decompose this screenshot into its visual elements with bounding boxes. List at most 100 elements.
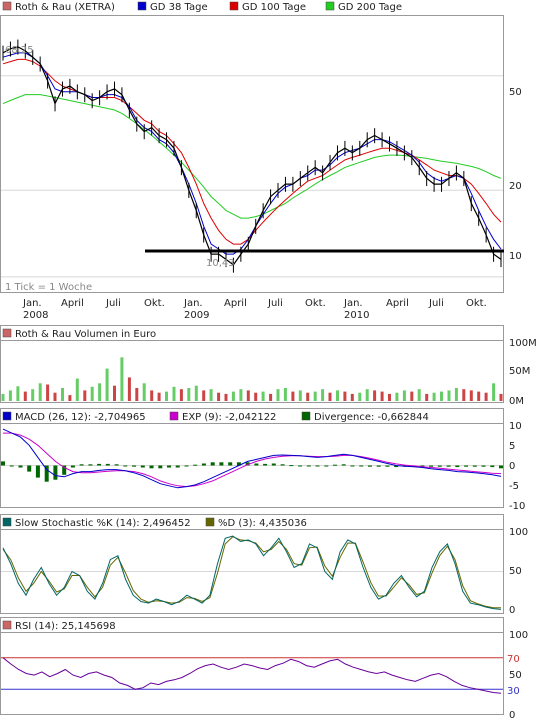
rsi-y-tick-70: 70 <box>507 654 520 665</box>
divergence-bar <box>367 465 372 467</box>
x-tick-jan-2008: Jan. <box>22 298 42 309</box>
divergence-bar <box>236 462 241 466</box>
stoch-layer <box>1 535 503 610</box>
x-tick-apr-2009: April <box>224 298 247 309</box>
macd-y-tick-10: 10 <box>509 421 522 432</box>
volume-bar <box>350 393 354 401</box>
divergence-bar <box>385 465 390 467</box>
x-tick-year-2010: 2010 <box>344 310 369 321</box>
exp-line <box>3 432 502 488</box>
volume-bar <box>380 391 384 401</box>
volume-bar <box>120 357 124 401</box>
price-panel-frame <box>0 15 504 293</box>
volume-bar <box>336 390 339 401</box>
divergence-bar <box>481 465 486 467</box>
volume-bar <box>462 389 466 401</box>
price-x-axis: Jan. 2008 April Juli Okt. Jan. 2009 Apri… <box>22 298 487 321</box>
divergence-bar <box>472 465 477 467</box>
volume-bar <box>90 386 94 401</box>
rsi-panel: RSI (14): 25,145698 100 70 50 30 0 <box>0 617 528 721</box>
divergence-bar <box>306 465 311 467</box>
stoch-panel: Slow Stochastic %K (14): 2,496452 %D (3)… <box>0 514 528 616</box>
divergence-bar <box>254 463 259 466</box>
volume-bar <box>46 384 50 401</box>
divergence-bar <box>193 464 198 466</box>
volume-legend-label: Roth & Rau Volumen in Euro <box>15 329 156 340</box>
volume-bar <box>365 389 369 401</box>
volume-bar <box>410 391 414 401</box>
rsi-layer <box>1 657 503 694</box>
volume-bar <box>298 390 302 401</box>
volume-bar <box>68 395 72 401</box>
divergence-bar <box>167 465 171 468</box>
divergence-bar <box>18 465 23 468</box>
volume-bar <box>127 377 131 401</box>
divergence-bar <box>132 465 137 467</box>
divergence-bar <box>298 465 303 467</box>
divergence-bar <box>53 465 58 480</box>
x-tick-okt-2008: Okt. <box>144 298 165 309</box>
divergence-bar <box>446 465 451 467</box>
divergence-bar <box>201 463 206 466</box>
legend-label-gd200: GD 200 Tage <box>338 2 402 13</box>
legend-swatch-macd <box>2 411 12 421</box>
volume-bar <box>328 392 332 401</box>
divergence-bar <box>455 465 460 468</box>
volume-y-tick-50m: 50M <box>509 366 530 377</box>
volume-bar <box>1 393 5 401</box>
volume-bar <box>38 383 42 401</box>
divergence-bar <box>219 462 224 466</box>
legend-swatch-stoch-k <box>2 517 12 527</box>
volume-bar <box>283 388 287 401</box>
divergence-bar <box>149 465 154 469</box>
price-series-layer <box>2 39 502 273</box>
divergence-bar <box>271 463 276 466</box>
gd200-line <box>2 94 502 219</box>
volume-bar <box>373 390 377 401</box>
volume-bar <box>395 392 399 401</box>
price-y-tick-50: 50 <box>509 87 522 98</box>
volume-bar <box>492 383 496 401</box>
divergence-bar <box>88 464 93 466</box>
divergence-bar <box>62 465 67 475</box>
volume-bar <box>306 392 310 401</box>
volume-bar <box>31 389 35 401</box>
volume-bar <box>440 391 443 401</box>
volume-bar <box>276 389 280 401</box>
stoch-k-line <box>2 535 502 610</box>
volume-bar <box>291 391 295 401</box>
volume-bar <box>23 391 27 401</box>
legend-swatch-rsi <box>2 620 12 630</box>
divergence-bar <box>280 464 285 466</box>
rsi-line <box>2 657 502 694</box>
legend-label-gd100: GD 100 Tage <box>242 2 306 13</box>
volume-bar <box>83 390 87 401</box>
x-tick-jul-2010: Juli <box>428 298 444 309</box>
rsi-y-tick-100: 100 <box>509 630 528 641</box>
volume-bar <box>321 389 325 401</box>
volume-bar <box>135 388 139 401</box>
divergence-bar <box>359 465 364 467</box>
divergence-bar <box>376 465 381 467</box>
macd-legend-label: MACD (26, 12): -2,704965 <box>15 412 146 423</box>
stoch-y-tick-100: 100 <box>509 527 528 538</box>
x-tick-year-2009: 2009 <box>184 310 209 321</box>
divergence-bar <box>97 463 102 466</box>
volume-bar <box>454 388 458 401</box>
volume-bar <box>417 389 421 401</box>
divergence-bar <box>263 463 268 466</box>
legend-swatch-stoch-d <box>205 517 215 527</box>
exp-legend-label: EXP (9): -2,042122 <box>182 412 276 423</box>
legend-swatch-gd100 <box>229 1 239 11</box>
high-label: 68,25 <box>5 45 34 56</box>
macd-panel: MACD (26, 12): -2,704965 EXP (9): -2,042… <box>0 408 525 512</box>
divergence-bar <box>499 465 503 469</box>
volume-bar <box>157 392 161 401</box>
volume-bar <box>194 385 198 401</box>
divergence-bar <box>210 462 215 466</box>
volume-bar <box>402 390 406 401</box>
divergence-bar <box>228 462 233 466</box>
divergence-bar <box>105 463 110 466</box>
x-tick-okt-2009: Okt. <box>305 298 326 309</box>
